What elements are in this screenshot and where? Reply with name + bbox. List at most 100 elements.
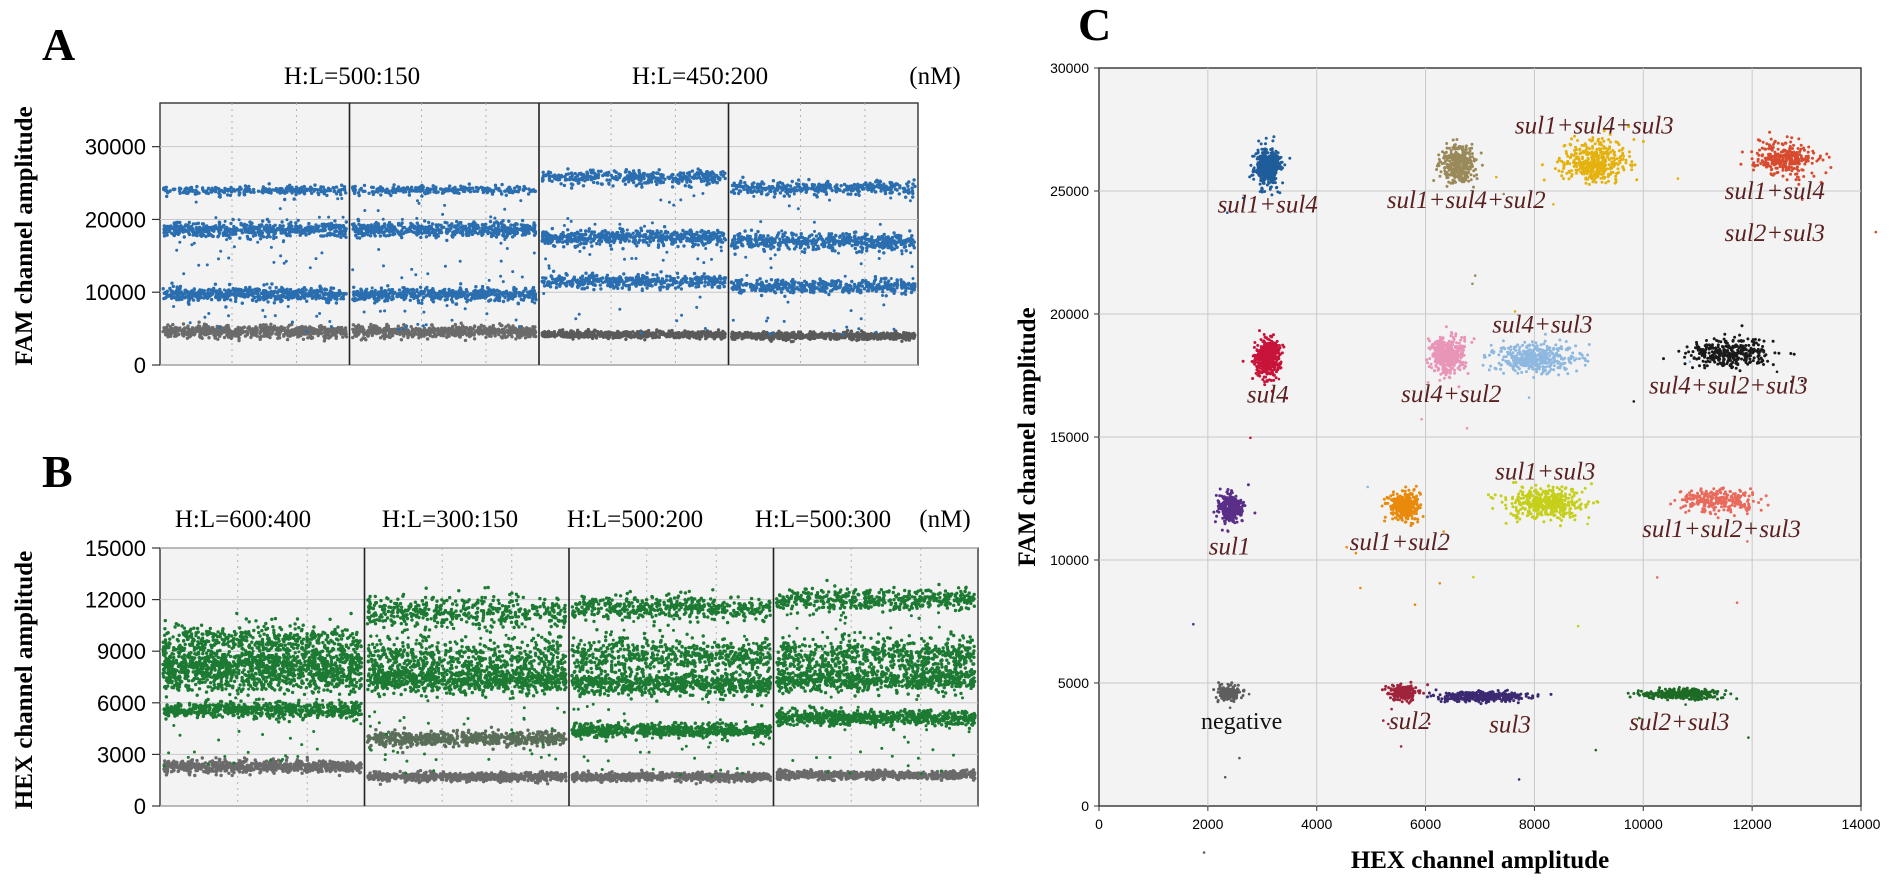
droplet-point xyxy=(215,293,219,297)
droplet-point xyxy=(319,329,323,333)
droplet-point xyxy=(330,290,334,294)
droplet-point xyxy=(661,180,666,185)
droplet-point xyxy=(488,331,493,335)
droplet-point xyxy=(637,170,641,175)
droplet-point xyxy=(280,189,284,193)
droplet-point xyxy=(658,235,662,239)
droplet-point xyxy=(643,234,647,238)
droplet-point xyxy=(540,176,545,181)
droplet-point xyxy=(287,228,291,232)
droplet-point xyxy=(186,223,190,228)
droplet-point xyxy=(327,226,331,230)
droplet-point xyxy=(295,230,299,234)
droplet-point xyxy=(719,238,723,242)
droplet-point xyxy=(170,281,174,285)
droplet-point xyxy=(217,228,221,233)
droplet-point xyxy=(559,236,564,241)
droplet-point xyxy=(600,233,605,237)
droplet-point xyxy=(279,299,283,304)
droplet-point xyxy=(313,187,317,192)
droplet-point xyxy=(508,291,512,295)
droplet-point xyxy=(433,333,437,337)
droplet-point xyxy=(410,185,414,189)
droplet-point xyxy=(450,188,454,192)
droplet-point xyxy=(503,189,507,193)
droplet-point xyxy=(424,323,428,327)
droplet-point xyxy=(485,312,489,316)
droplet-point xyxy=(655,229,659,233)
droplet-point xyxy=(529,189,533,193)
droplet-point xyxy=(261,308,265,312)
droplet-point xyxy=(443,264,447,268)
droplet-point xyxy=(697,171,702,176)
droplet-point xyxy=(587,227,591,231)
droplet-point xyxy=(271,328,276,332)
droplet-point xyxy=(334,185,339,189)
droplet-point xyxy=(284,330,288,334)
droplet-point xyxy=(328,231,332,235)
droplet-point xyxy=(227,256,231,260)
droplet-point xyxy=(300,324,304,329)
droplet-point xyxy=(219,249,223,253)
droplet-point xyxy=(337,188,341,192)
droplet-point xyxy=(163,290,168,295)
droplet-point xyxy=(418,185,422,189)
droplet-point xyxy=(457,325,461,329)
droplet-point xyxy=(212,225,217,229)
droplet-point xyxy=(480,226,485,231)
droplet-point xyxy=(397,188,401,193)
droplet-point xyxy=(226,228,231,232)
droplet-point xyxy=(202,225,207,230)
droplet-point xyxy=(175,248,179,252)
droplet-point xyxy=(206,186,211,190)
droplet-point xyxy=(322,226,327,230)
droplet-point xyxy=(480,284,485,289)
droplet-point xyxy=(455,294,459,298)
droplet-point xyxy=(357,193,361,198)
droplet-point xyxy=(507,188,511,192)
droplet-point xyxy=(278,228,282,232)
droplet-point xyxy=(519,297,523,302)
droplet-point xyxy=(273,294,277,298)
droplet-point xyxy=(251,234,255,238)
droplet-point xyxy=(487,334,492,338)
droplet-point xyxy=(383,334,387,338)
droplet-point xyxy=(449,297,454,302)
droplet-point xyxy=(185,336,190,340)
droplet-point xyxy=(223,229,228,234)
droplet-point xyxy=(579,228,583,233)
droplet-point xyxy=(566,239,570,243)
droplet-point xyxy=(672,230,676,234)
droplet-point xyxy=(669,235,673,240)
droplet-point xyxy=(423,192,428,196)
droplet-point xyxy=(413,187,417,192)
droplet-point xyxy=(488,298,493,302)
droplet-point xyxy=(370,286,374,290)
droplet-point xyxy=(217,257,220,261)
panel-a-points xyxy=(161,167,917,344)
droplet-point xyxy=(228,298,233,302)
droplet-point xyxy=(448,184,452,188)
droplet-point xyxy=(566,228,570,232)
droplet-point xyxy=(171,289,175,293)
droplet-point xyxy=(532,251,536,255)
droplet-point xyxy=(387,229,392,234)
droplet-point xyxy=(363,209,367,212)
droplet-point xyxy=(238,228,243,233)
droplet-point xyxy=(178,286,182,290)
droplet-point xyxy=(505,234,509,238)
droplet-point xyxy=(217,226,221,230)
droplet-point xyxy=(246,188,251,193)
droplet-point xyxy=(315,229,319,233)
droplet-point xyxy=(363,293,367,297)
droplet-point xyxy=(205,189,209,193)
droplet-point xyxy=(531,329,536,333)
droplet-point xyxy=(257,226,261,230)
droplet-point xyxy=(321,292,326,297)
droplet-point xyxy=(721,173,725,178)
droplet-point xyxy=(640,185,644,189)
droplet-point xyxy=(463,338,468,343)
droplet-point xyxy=(177,186,182,190)
droplet-point xyxy=(608,178,612,182)
